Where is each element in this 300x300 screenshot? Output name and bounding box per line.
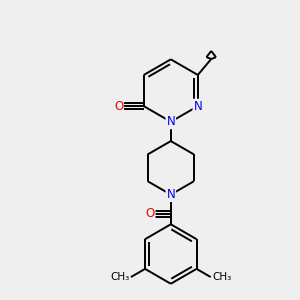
Text: N: N [167, 188, 175, 201]
Text: CH₃: CH₃ [212, 272, 231, 282]
Text: N: N [167, 115, 175, 128]
Text: N: N [194, 100, 202, 113]
Text: O: O [146, 207, 154, 220]
Text: O: O [114, 100, 123, 113]
Text: CH₃: CH₃ [110, 272, 129, 282]
